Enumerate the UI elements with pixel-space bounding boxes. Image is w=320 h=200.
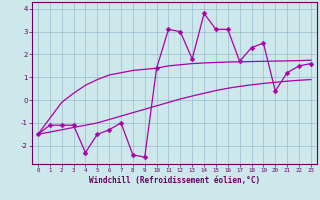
X-axis label: Windchill (Refroidissement éolien,°C): Windchill (Refroidissement éolien,°C) [89, 176, 260, 185]
